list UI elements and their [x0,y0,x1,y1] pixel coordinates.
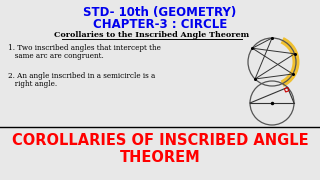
Text: 2. An angle inscribed in a semicircle is a: 2. An angle inscribed in a semicircle is… [8,72,155,80]
Text: Corollaries to the Inscribed Angle Theorem: Corollaries to the Inscribed Angle Theor… [54,31,250,39]
Text: COROLLARIES OF INSCRIBED ANGLE: COROLLARIES OF INSCRIBED ANGLE [12,133,308,148]
Text: right angle.: right angle. [8,80,57,88]
Text: same arc are congruent.: same arc are congruent. [8,52,104,60]
Text: THEOREM: THEOREM [120,150,200,165]
Text: 1. Two inscribed angles that intercept the: 1. Two inscribed angles that intercept t… [8,44,161,52]
Text: CHAPTER-3 : CIRCLE: CHAPTER-3 : CIRCLE [93,18,227,31]
Text: STD- 10th (GEOMETRY): STD- 10th (GEOMETRY) [84,6,236,19]
